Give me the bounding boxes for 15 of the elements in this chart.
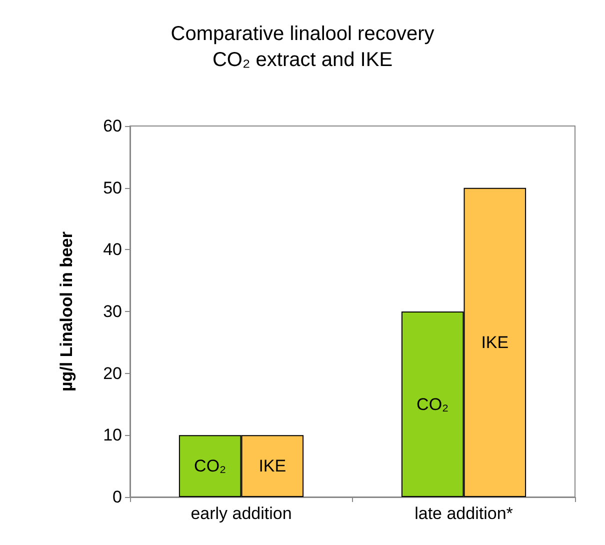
text: IKE — [258, 456, 286, 476]
x-tick-label: early addition — [190, 504, 292, 523]
y-tick-label: 10 — [103, 426, 122, 445]
y-tick-label: 50 — [103, 178, 122, 198]
y-tick-label: 0 — [112, 488, 122, 506]
series-label: IKE — [481, 332, 509, 352]
series-label: CO₂ — [194, 456, 226, 476]
y-tick-label: 20 — [103, 364, 122, 383]
y-axis-title: µg/l Linalool in beer — [57, 231, 76, 392]
y-tick-label: 30 — [103, 302, 122, 321]
y-tick-label: 60 — [103, 116, 122, 136]
x-tick-label: late addition* — [414, 504, 514, 523]
y-tick-label: 40 — [103, 240, 122, 260]
text: CO₂ — [416, 394, 449, 414]
chart-title: Comparative linalool recovery CO₂ extract and IKE — [170, 23, 434, 71]
